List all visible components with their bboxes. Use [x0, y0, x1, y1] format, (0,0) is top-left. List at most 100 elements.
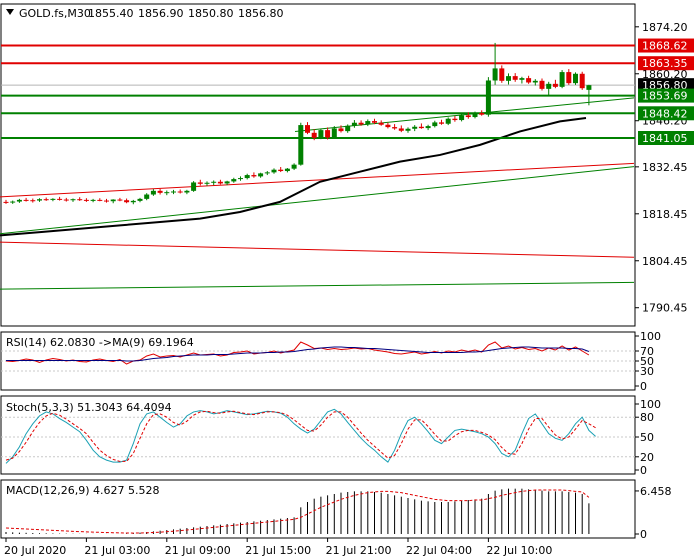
channel-line	[294, 97, 635, 132]
y-tick-label: 1860.20	[642, 68, 688, 81]
candle-body	[117, 199, 123, 201]
candle-body	[566, 72, 572, 84]
x-axis: 20 Jul 2020 21 Jul 03:00 21 Jul 09:00 21 Ju…	[4, 538, 552, 557]
candle-body	[445, 118, 451, 124]
candle-body	[224, 181, 230, 184]
candle-body	[439, 122, 444, 124]
candle-body	[465, 115, 471, 118]
candle-body	[264, 172, 270, 174]
candle-body	[191, 182, 197, 191]
candle-body	[412, 126, 418, 129]
candle-body	[586, 85, 592, 90]
y-tick-label: 0	[640, 464, 647, 477]
stoch-grid	[1, 416, 635, 458]
main-y-axis: 1874.201860.201846.201832.451818.451804.…	[635, 21, 688, 315]
candle-body	[311, 132, 317, 138]
y-tick-label: 1874.20	[642, 21, 688, 34]
series-line	[5, 408, 596, 464]
candle-body	[77, 199, 83, 201]
x-tick-label: 21 Jul 03:00	[84, 544, 150, 557]
price-tag-bg	[638, 130, 694, 145]
price-tag-label: 1863.35	[642, 57, 688, 70]
x-tick-label: 21 Jul 15:00	[245, 544, 311, 557]
candle-body	[3, 201, 9, 203]
candle-body	[573, 73, 578, 84]
candle-body	[318, 130, 324, 138]
candle-body	[345, 125, 351, 132]
candle-body	[532, 80, 538, 83]
candle-body	[526, 78, 532, 83]
channel-line	[0, 166, 635, 235]
candle-body	[398, 128, 404, 131]
candle-body	[144, 194, 150, 199]
candle-body	[452, 118, 458, 121]
series-line	[6, 346, 590, 362]
y-tick-label: 1818.45	[642, 208, 688, 221]
candle-body	[278, 169, 284, 172]
channel-line	[0, 241, 635, 258]
candle-body	[271, 169, 277, 173]
y-tick-label: 30	[640, 365, 654, 378]
y-tick-label: 50	[640, 355, 654, 368]
main-horizontal-levels	[1, 44, 635, 139]
rsi-title: RSI(14) 62.0830 ->MA(9) 69.1964	[6, 336, 194, 349]
candle-body	[171, 191, 176, 193]
x-tick-label: 22 Jul 04:00	[406, 544, 472, 557]
price-tag-label: 1848.42	[642, 107, 688, 120]
signal-line	[5, 489, 590, 534]
candle-body	[63, 199, 69, 201]
y-tick-label: 1804.45	[642, 255, 688, 268]
candle-body	[351, 122, 357, 126]
candle-body	[251, 175, 257, 177]
candle-body	[472, 113, 478, 118]
candle-body	[217, 181, 223, 184]
y-tick-label: 1832.45	[642, 161, 688, 174]
candle-body	[479, 113, 485, 115]
y-tick-label: 100	[640, 330, 661, 343]
candle-body	[305, 125, 310, 133]
candle-body	[358, 122, 364, 125]
price-tag-bg	[638, 106, 694, 121]
main-panel	[0, 3, 636, 327]
candle-body	[499, 68, 505, 81]
symbol-title: GOLD.fs,M30	[19, 7, 91, 20]
ohlc-low: 1850.80	[188, 7, 234, 20]
price-tag-bg	[638, 88, 694, 103]
rsi-series	[5, 341, 590, 365]
candle-body	[552, 83, 558, 87]
price-tag-label: 1868.62	[642, 40, 688, 53]
macd-title: MACD(12,26,9) 4.627 5.528	[6, 484, 160, 497]
y-tick-label: 100	[640, 398, 661, 411]
macd-series	[5, 488, 590, 534]
y-tick-label: 1790.45	[642, 302, 688, 315]
candle-body	[378, 122, 384, 125]
candle-body	[110, 199, 116, 202]
y-tick-label: 0	[640, 380, 647, 393]
candle-body	[519, 78, 525, 80]
candle-body	[432, 122, 438, 127]
chevron-down-icon[interactable]	[6, 9, 14, 15]
candle-body	[23, 199, 29, 201]
candle-body	[184, 190, 190, 193]
macd-panel	[0, 479, 636, 539]
candle-body	[16, 199, 22, 202]
candle-body	[284, 168, 290, 172]
candle-body	[238, 178, 243, 180]
candle-body	[459, 115, 465, 121]
x-tick-label: 21 Jul 09:00	[165, 544, 231, 557]
ohlc-high: 1856.90	[138, 7, 184, 20]
y-tick-label: 0	[640, 528, 647, 541]
candle-body	[231, 179, 237, 182]
candle-body	[211, 181, 217, 183]
candle-body	[492, 68, 498, 81]
candle-body	[43, 199, 49, 201]
candle-body	[331, 128, 337, 138]
main-candles	[3, 42, 592, 205]
candle-body	[204, 182, 210, 184]
series-line	[5, 341, 590, 365]
candle-body	[338, 128, 344, 132]
y-tick-label: 80	[640, 411, 654, 424]
y-tick-label: 70	[640, 345, 654, 358]
main-price-tags: 1868.621863.351856.801853.691848.421841.…	[638, 38, 694, 145]
